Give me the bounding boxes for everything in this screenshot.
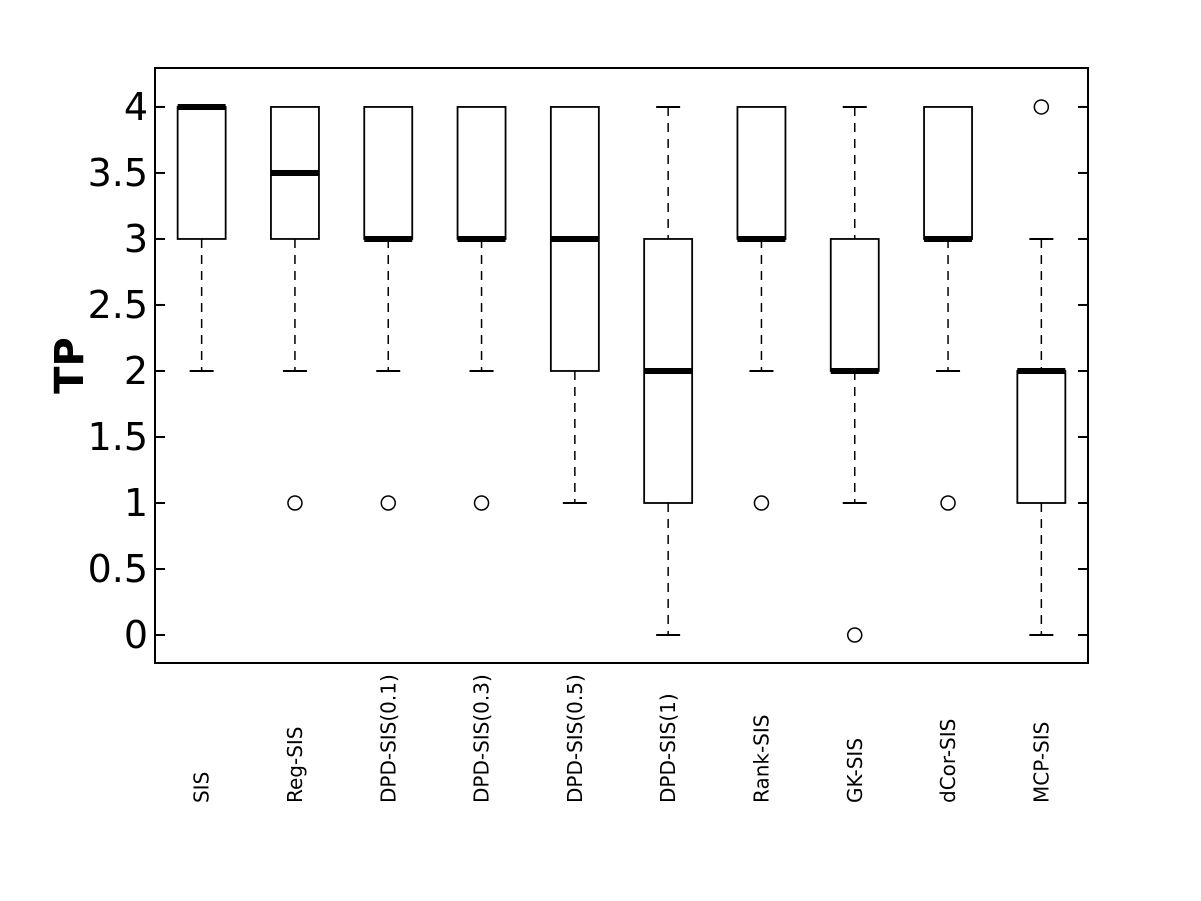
- y-tick-label-3.5: 3.5: [88, 151, 148, 195]
- outlier-dCor-SIS: [940, 495, 956, 511]
- outlier-DPD-SIS(0.1): [380, 495, 396, 511]
- outliers-layer: [287, 99, 1050, 643]
- x-category-label-DPD-SIS(1): DPD-SIS(1): [656, 693, 680, 803]
- x-category-label-DPD-SIS(0.5): DPD-SIS(0.5): [563, 674, 587, 803]
- outlier-Rank-SIS: [753, 495, 770, 511]
- x-category-label-dCor-SIS: dCor-SIS: [936, 719, 960, 803]
- outlier-Reg-SIS: [287, 495, 303, 511]
- y-tick-label-3: 3: [124, 217, 148, 261]
- box-DPD-SIS(0.3): [456, 106, 507, 240]
- y-tick-label-1.5: 1.5: [88, 415, 148, 459]
- boxes-layer: [176, 106, 1067, 504]
- x-category-label-Reg-SIS: Reg-SIS: [283, 726, 307, 803]
- box-SIS: [176, 106, 227, 240]
- medians-layer: [177, 103, 1066, 374]
- x-category-labels: SIS Reg-SIS DPD-SIS(0.1) DPD-SIS(0.3) DPD-SI…: [190, 674, 1054, 803]
- box-MCP-SIS: [1016, 370, 1067, 504]
- x-category-label-SIS: SIS: [190, 772, 214, 803]
- axes-frame: [154, 67, 1089, 664]
- axes-layer: [154, 67, 1089, 664]
- y-tick-label-0: 0: [124, 613, 148, 657]
- y-tick-label-2: 2: [124, 349, 148, 393]
- outlier-DPD-SIS(0.3): [473, 495, 490, 511]
- box-DPD-SIS(0.1): [363, 106, 414, 240]
- y-tick-labels: 0 0.5 1 1.5 2 2.5 3 3.5 4: [88, 85, 148, 657]
- box-Rank-SIS: [736, 106, 787, 240]
- outlier-MCP-SIS: [1033, 99, 1050, 115]
- y-tick-label-0.5: 0.5: [88, 547, 148, 591]
- x-category-label-DPD-SIS(0.3): DPD-SIS(0.3): [470, 674, 494, 803]
- x-category-label-GK-SIS: GK-SIS: [843, 738, 867, 803]
- outlier-GK-SIS: [847, 627, 863, 643]
- x-category-label-Rank-SIS: Rank-SIS: [749, 715, 773, 803]
- y-axis-label: TP: [47, 337, 93, 394]
- box-GK-SIS: [829, 238, 880, 372]
- x-category-label-MCP-SIS: MCP-SIS: [1029, 722, 1053, 803]
- y-tick-label-2.5: 2.5: [88, 283, 148, 327]
- x-category-label-DPD-SIS(0.1): DPD-SIS(0.1): [376, 674, 400, 803]
- y-tick-label-4: 4: [124, 85, 148, 129]
- box-dCor-SIS: [923, 106, 973, 240]
- y-tick-label-1: 1: [124, 481, 148, 525]
- whiskers-layer: [189, 105, 1054, 637]
